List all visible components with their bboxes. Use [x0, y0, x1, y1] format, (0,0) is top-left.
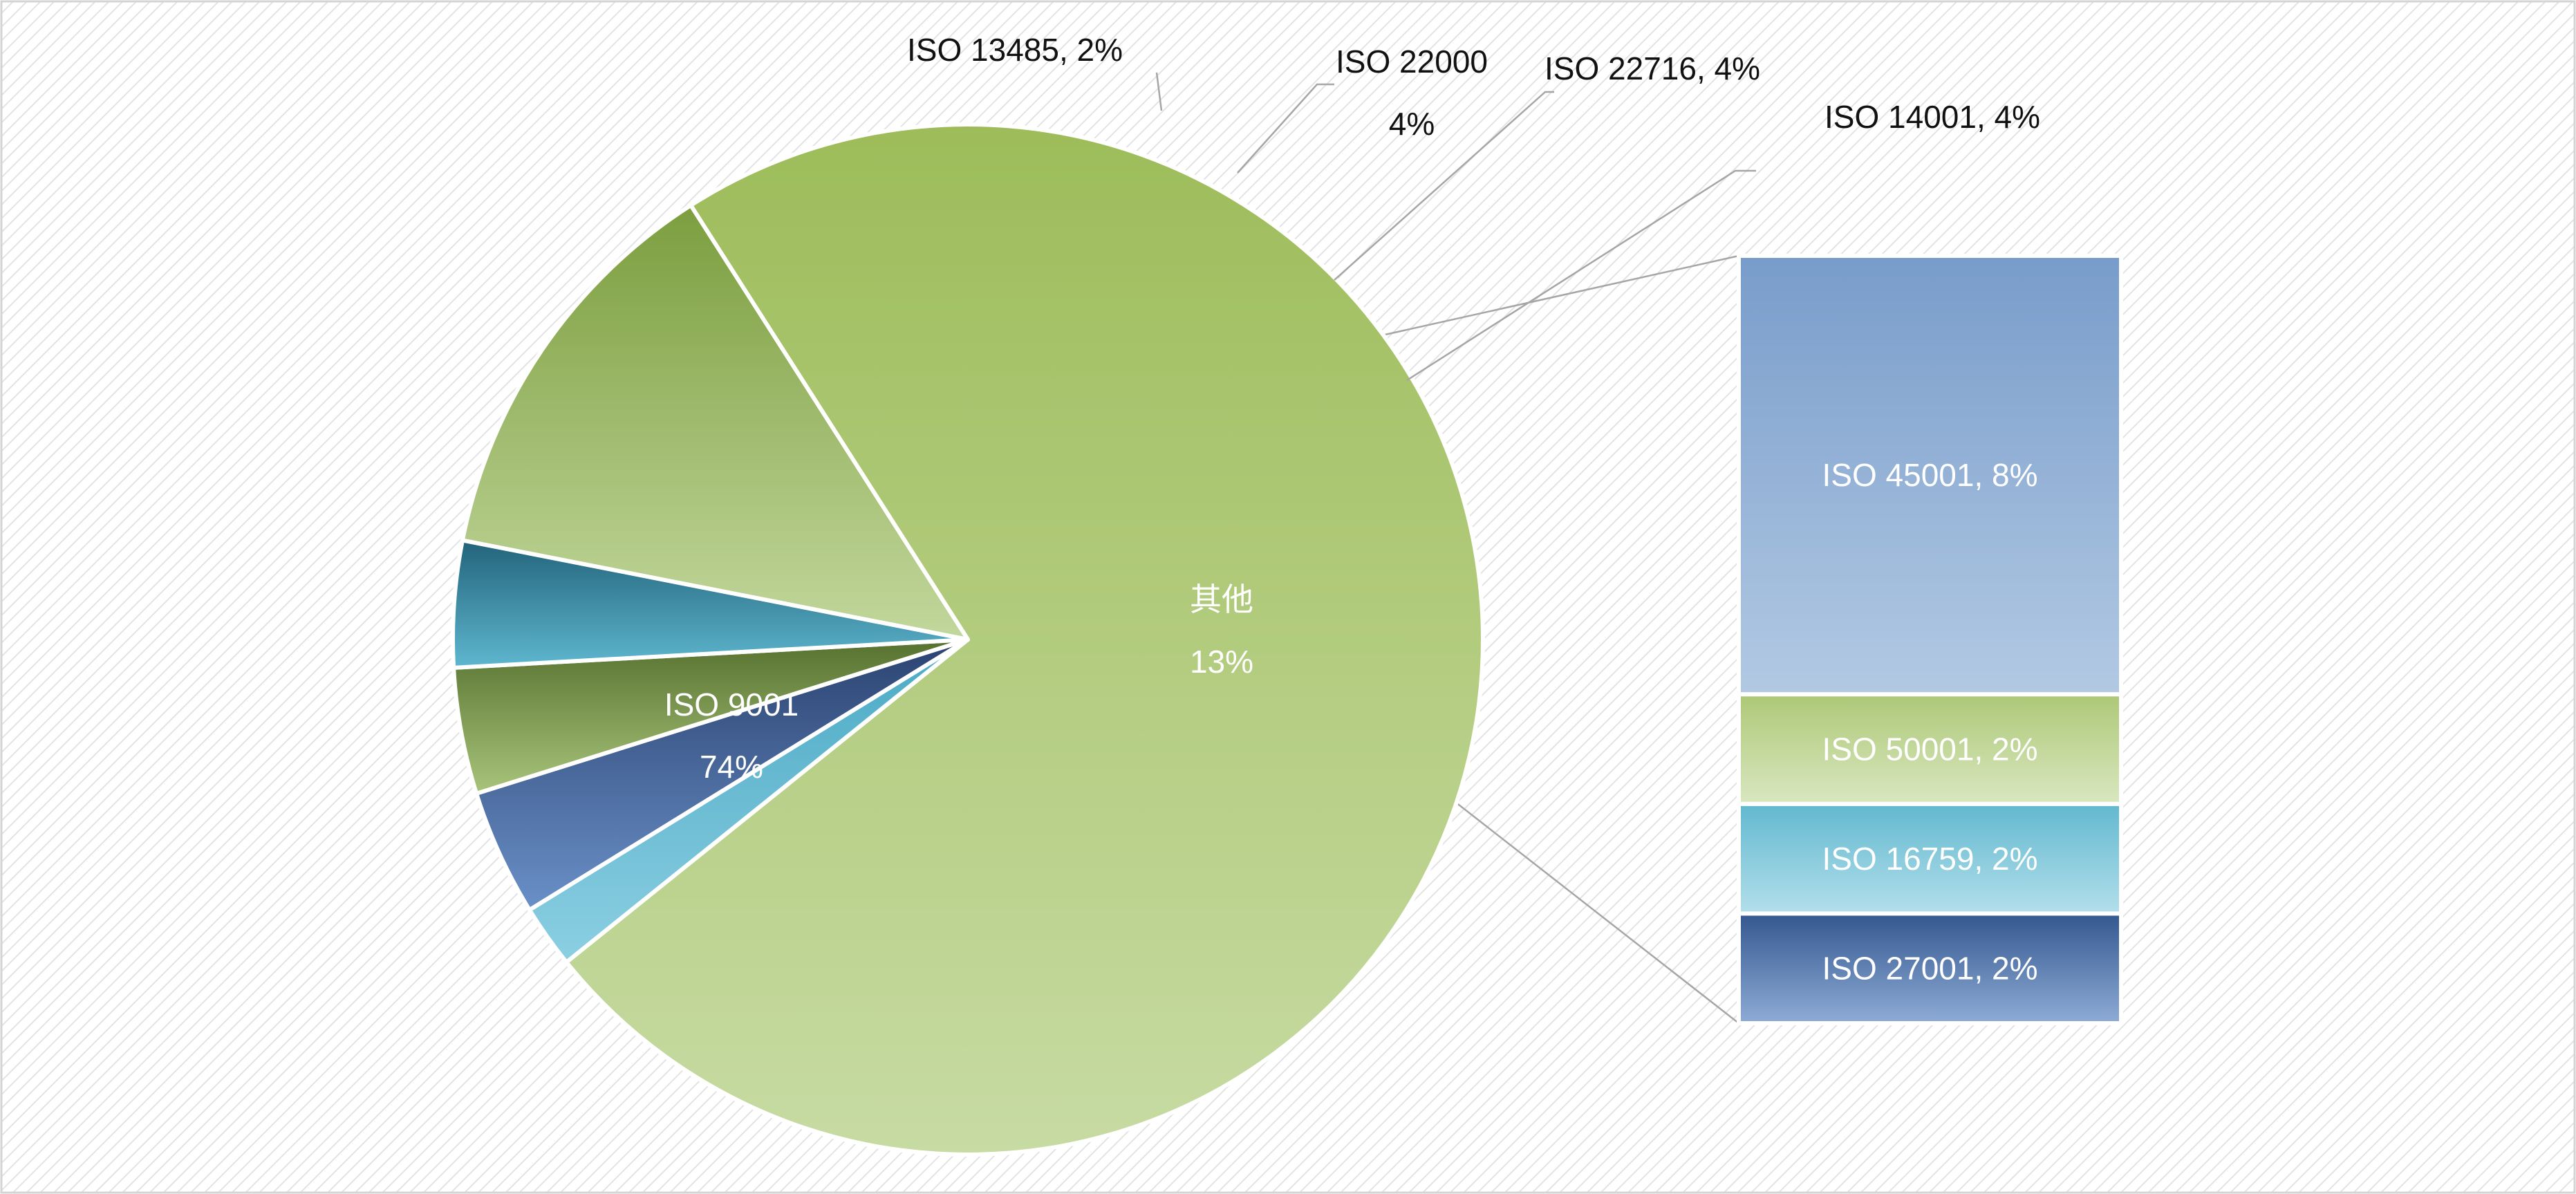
leader-line-iso-22716: [1334, 91, 1554, 281]
pie-label-iso-22000-name: ISO 22000: [1336, 44, 1488, 80]
bar-label-iso-45001: ISO 45001, 8%: [1822, 457, 2038, 493]
leader-lines: [1155, 72, 1756, 382]
leader-line-iso-22000: [1237, 83, 1334, 174]
pie-slice-iso-9001: [564, 122, 1485, 1157]
bar-label-iso-27001: ISO 27001, 2%: [1822, 951, 2038, 987]
data-labels: ISO 9001 74% ISO 13485, 2% ISO 22000 4% ISO 2…: [664, 32, 2040, 987]
pie-group: [450, 122, 1485, 1157]
bar-segment-iso-16759: [1737, 801, 2123, 916]
bar-label-iso-16759: ISO 16759, 2%: [1822, 841, 2038, 877]
pie-label-other-value: 13%: [1190, 644, 1253, 680]
bar-segment-iso-50001: [1737, 692, 2123, 806]
pie-slice-iso-22000: [474, 637, 970, 913]
pie-label-iso-9001-name: ISO 9001: [664, 687, 799, 722]
bar-label-iso-50001: ISO 50001, 2%: [1822, 731, 2038, 767]
bar-group: [1737, 254, 2123, 1026]
pie-label-iso-22716: ISO 22716, 4%: [1544, 50, 1760, 86]
pie-label-iso-13485: ISO 13485, 2%: [907, 32, 1123, 68]
pie-slice-iso-22716: [451, 637, 970, 796]
bar-segment-iso-27001: [1737, 911, 2123, 1026]
leader-line-iso-14001: [1406, 169, 1756, 382]
pie-label-iso-14001: ISO 14001, 4%: [1824, 99, 2040, 135]
bar-segment-iso-45001: [1737, 254, 2123, 697]
pie-slice-other: [460, 203, 970, 642]
pie-label-other-name: 其他: [1190, 581, 1253, 617]
leader-line-iso-13485: [1155, 72, 1163, 111]
pie-label-iso-22000-value: 4%: [1389, 106, 1435, 142]
pie-label-iso-9001-value: 74%: [700, 749, 763, 785]
pie-slice-iso-14001: [450, 538, 970, 670]
